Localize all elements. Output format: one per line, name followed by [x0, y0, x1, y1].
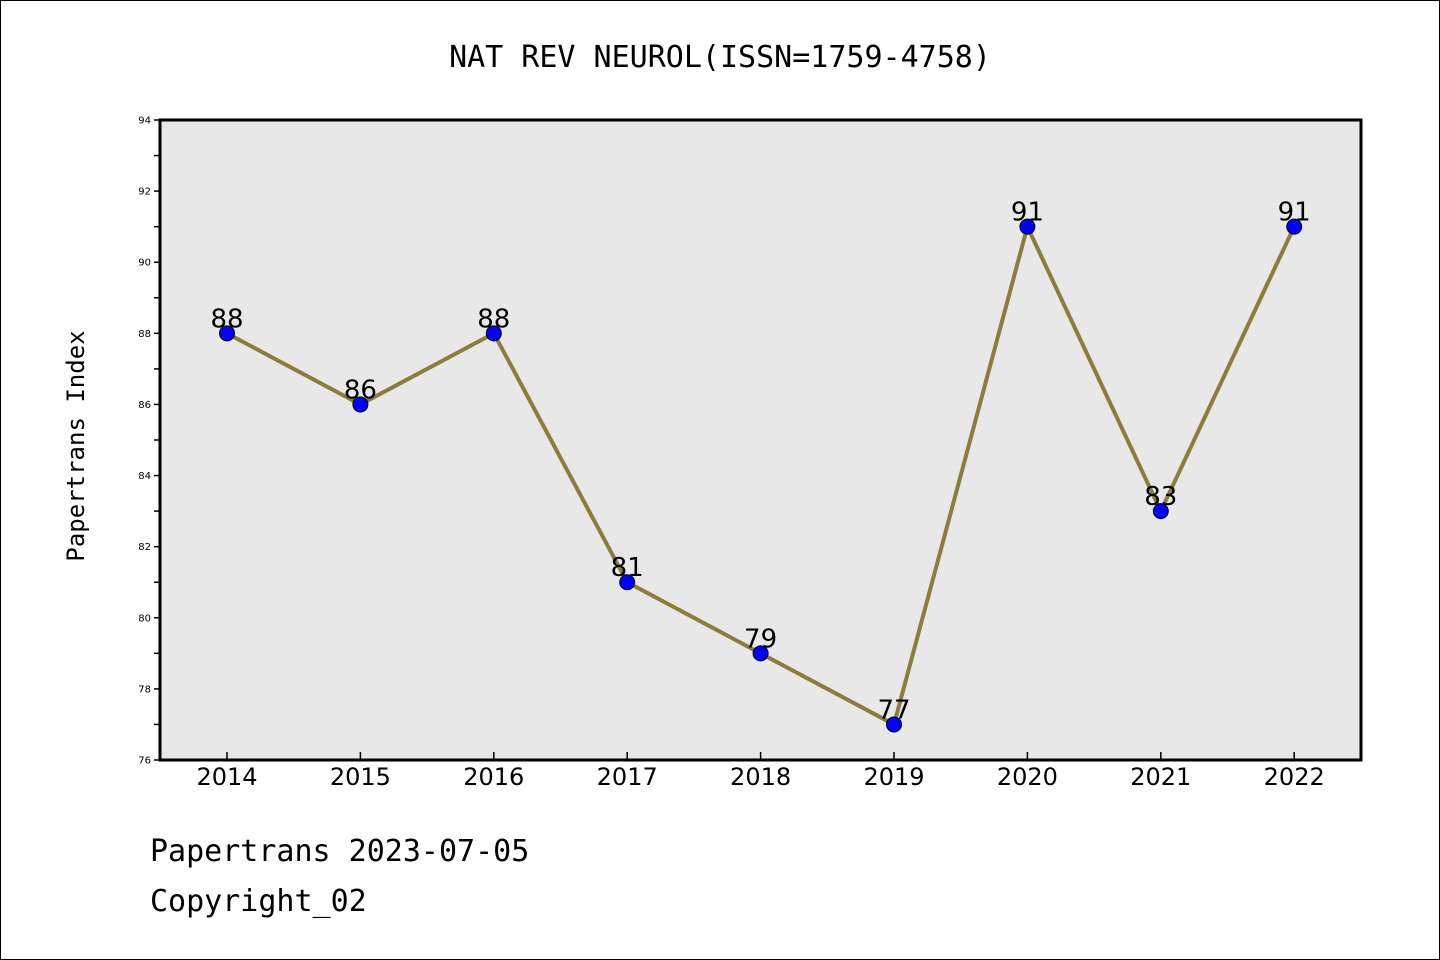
y-axis-label: Papertrans Index	[62, 330, 90, 561]
y-tick-label: 90	[138, 258, 151, 269]
data-point	[619, 574, 636, 591]
y-tick-label: 76	[138, 756, 151, 767]
y-tick-label: 84	[138, 471, 151, 482]
data-label: 79	[744, 624, 777, 654]
footer-date: Papertrans 2023-07-05	[150, 834, 530, 869]
data-point	[1152, 503, 1169, 520]
y-axis-ticks: 76 78 80 82 84 86 88 90 92 94	[138, 116, 160, 767]
x-tick-label: 2022	[1264, 763, 1325, 791]
data-label: 83	[1144, 482, 1177, 512]
y-tick-label: 80	[138, 613, 151, 624]
y-tick-label: 78	[138, 684, 151, 695]
y-tick-label: 86	[138, 400, 151, 411]
data-point	[485, 325, 502, 342]
x-tick-label: 2019	[863, 763, 924, 791]
data-point	[1286, 218, 1303, 235]
data-label: 88	[477, 304, 510, 334]
data-point	[1019, 218, 1036, 235]
series-group: 88 86 88 81 79 77 91 83 91	[210, 198, 1311, 733]
footer-copyright: Copyright_02	[150, 884, 367, 919]
data-label: 81	[611, 553, 644, 583]
x-tick-label: 2015	[330, 763, 391, 791]
data-label: 86	[344, 375, 377, 405]
y-tick-label: 94	[138, 116, 151, 127]
chart-title: NAT REV NEUROL(ISSN=1759-4758)	[449, 40, 991, 75]
data-point	[752, 645, 769, 662]
x-tick-label: 2016	[463, 763, 524, 791]
y-tick-label: 82	[138, 542, 151, 553]
y-tick-label: 92	[138, 187, 151, 198]
data-label: 88	[210, 304, 243, 334]
y-tick-label: 88	[138, 329, 151, 340]
plot-area	[158, 118, 1363, 762]
data-label: 77	[877, 695, 910, 725]
x-tick-label: 2014	[196, 763, 257, 791]
x-axis-ticks: 2014 2015 2016 2017 2018 2019 2020 2021 2022	[196, 752, 1325, 791]
data-point	[886, 716, 902, 733]
x-tick-label: 2018	[730, 763, 791, 791]
data-point	[352, 396, 369, 413]
data-label: 91	[1011, 198, 1044, 228]
data-point	[219, 325, 235, 342]
x-tick-label: 2020	[997, 763, 1058, 791]
x-tick-label: 2021	[1130, 763, 1191, 791]
data-label: 91	[1278, 198, 1311, 228]
x-tick-label: 2017	[597, 763, 658, 791]
